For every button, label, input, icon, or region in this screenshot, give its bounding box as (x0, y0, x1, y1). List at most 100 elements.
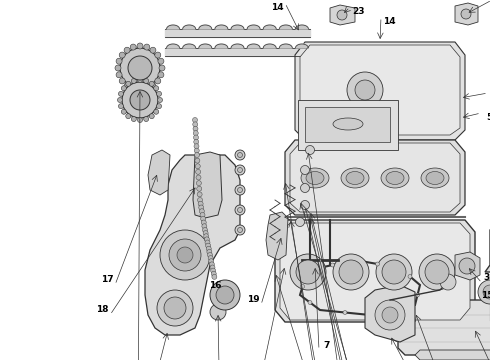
Circle shape (144, 86, 150, 92)
Polygon shape (300, 45, 460, 135)
Circle shape (295, 217, 304, 226)
Circle shape (339, 260, 363, 284)
Polygon shape (167, 25, 179, 29)
Circle shape (158, 72, 164, 78)
Circle shape (194, 148, 199, 153)
Text: 23: 23 (352, 8, 364, 17)
Circle shape (235, 185, 245, 195)
Polygon shape (193, 152, 222, 218)
Circle shape (164, 297, 186, 319)
Text: 19: 19 (246, 296, 259, 305)
Circle shape (144, 44, 150, 50)
Circle shape (193, 131, 198, 136)
Circle shape (138, 77, 143, 82)
Polygon shape (275, 220, 475, 322)
Bar (298, 100, 398, 150)
Circle shape (296, 260, 320, 284)
Circle shape (119, 52, 125, 58)
Circle shape (144, 78, 148, 84)
Circle shape (155, 52, 161, 58)
Polygon shape (415, 350, 490, 360)
Circle shape (305, 145, 315, 154)
Circle shape (210, 265, 215, 270)
Polygon shape (215, 25, 228, 29)
Circle shape (130, 90, 150, 110)
Circle shape (300, 201, 310, 210)
Text: 17: 17 (100, 275, 113, 284)
Ellipse shape (301, 168, 329, 188)
Polygon shape (247, 25, 260, 29)
Circle shape (200, 212, 205, 217)
Polygon shape (398, 300, 490, 355)
Circle shape (376, 254, 412, 290)
Polygon shape (290, 143, 460, 212)
Circle shape (159, 65, 165, 71)
Ellipse shape (346, 171, 364, 184)
Circle shape (130, 86, 136, 92)
Circle shape (119, 104, 123, 109)
Text: 36: 36 (484, 274, 490, 283)
Circle shape (124, 83, 130, 89)
Circle shape (212, 274, 217, 279)
Circle shape (416, 293, 419, 297)
Circle shape (355, 80, 375, 100)
Circle shape (211, 271, 216, 276)
Circle shape (461, 9, 471, 19)
Polygon shape (285, 140, 465, 215)
Circle shape (201, 220, 206, 225)
Circle shape (300, 166, 310, 175)
Circle shape (206, 246, 211, 251)
Polygon shape (167, 44, 179, 48)
Circle shape (119, 91, 123, 96)
Polygon shape (199, 44, 212, 48)
Text: 15: 15 (481, 291, 490, 300)
Circle shape (196, 175, 201, 180)
Circle shape (122, 86, 126, 91)
Circle shape (138, 117, 143, 122)
Circle shape (235, 225, 245, 235)
Circle shape (115, 65, 121, 71)
Circle shape (156, 91, 162, 96)
Text: 5: 5 (486, 113, 490, 122)
Circle shape (177, 247, 193, 263)
Circle shape (300, 184, 310, 193)
Circle shape (210, 304, 226, 320)
Circle shape (158, 58, 164, 64)
Polygon shape (330, 5, 355, 25)
Circle shape (197, 186, 202, 191)
Circle shape (483, 285, 490, 299)
Circle shape (194, 139, 199, 144)
Circle shape (144, 117, 148, 122)
Circle shape (210, 280, 240, 310)
Text: 7: 7 (324, 341, 330, 350)
Circle shape (235, 150, 245, 160)
Circle shape (195, 153, 199, 158)
Ellipse shape (381, 168, 409, 188)
Circle shape (206, 243, 211, 248)
Circle shape (196, 169, 200, 174)
Circle shape (198, 201, 203, 206)
Circle shape (382, 260, 406, 284)
Circle shape (205, 240, 210, 245)
Circle shape (160, 230, 210, 280)
Circle shape (195, 158, 200, 163)
Circle shape (333, 254, 369, 290)
Polygon shape (280, 223, 470, 320)
Circle shape (128, 56, 152, 80)
Circle shape (150, 47, 156, 53)
Ellipse shape (386, 171, 404, 184)
Polygon shape (183, 25, 196, 29)
Circle shape (137, 43, 143, 49)
Circle shape (440, 274, 456, 290)
Circle shape (197, 192, 202, 197)
Circle shape (131, 78, 136, 84)
Text: 14: 14 (270, 4, 283, 13)
Circle shape (199, 209, 204, 214)
Circle shape (211, 268, 216, 273)
Circle shape (122, 109, 126, 114)
Circle shape (207, 252, 213, 257)
Polygon shape (455, 3, 478, 25)
Circle shape (337, 10, 347, 20)
Circle shape (203, 231, 208, 236)
Polygon shape (231, 44, 244, 48)
